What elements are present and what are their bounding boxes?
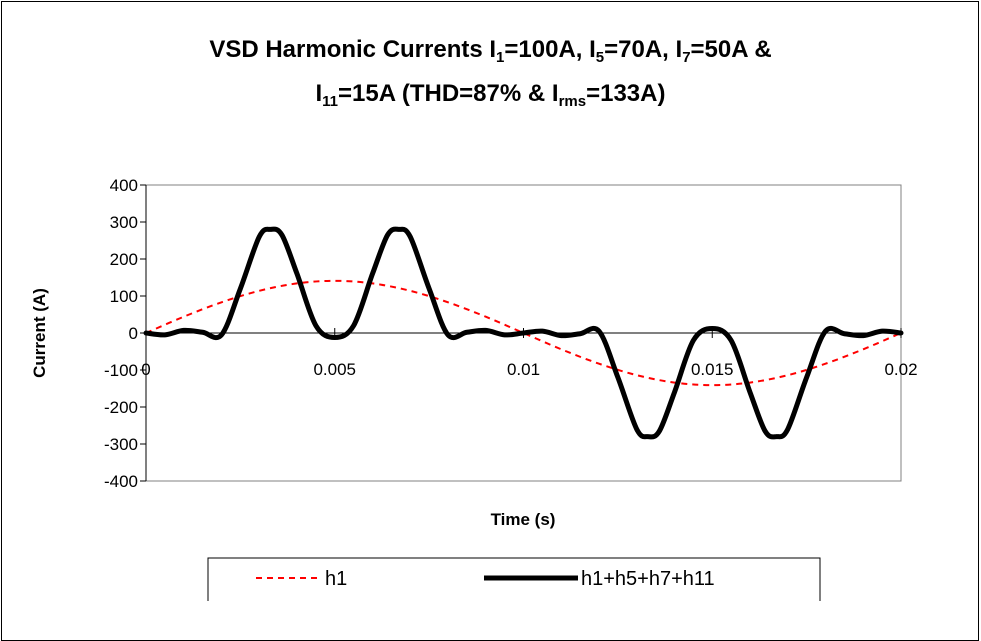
y-tick-label: -300 <box>104 435 138 454</box>
y-axis-title: Current (A) <box>30 288 49 378</box>
series-line-h1-h5-h7-h11 <box>143 226 904 440</box>
y-tick-label: -200 <box>104 398 138 417</box>
chart-title-part: =15A (THD=87% & I <box>338 80 559 107</box>
x-tick-label: 0 <box>141 360 150 379</box>
chart-title-part: VSD Harmonic Currents I <box>209 36 497 63</box>
chart-title-part: 7 <box>682 49 691 66</box>
chart-title-part: =50A & <box>690 36 772 63</box>
x-tick-label: 0.02 <box>884 360 917 379</box>
chart-title-part: rms <box>558 93 587 110</box>
legend-label-h1: h1 <box>325 568 347 590</box>
chart-title-part: 1 <box>496 49 505 66</box>
chart-title-part: =133A) <box>586 80 666 107</box>
y-tick-label: 300 <box>110 213 138 232</box>
series-layer <box>143 226 904 440</box>
chart-title-part: 11 <box>322 93 339 110</box>
y-tick-label: 200 <box>110 250 138 269</box>
chart-title-part: 5 <box>595 49 605 66</box>
x-tick-label: 0.005 <box>313 360 356 379</box>
x-tick-label: 0.01 <box>507 360 540 379</box>
y-tick-label: -400 <box>104 472 138 491</box>
y-tick-label: 100 <box>110 287 138 306</box>
y-tick-label: -100 <box>104 361 138 380</box>
legend: h1 h1+h5+h7+h11 <box>207 557 821 601</box>
chart-title-line-1: VSD Harmonic Currents I1=100A, I5=70A, I… <box>0 28 981 72</box>
x-axis-title: Time (s) <box>491 510 556 529</box>
x-tick-label: 0.015 <box>691 360 734 379</box>
legend-label-h1-h5-h7-h11: h1+h5+h7+h11 <box>581 568 715 590</box>
chart-title-part: =100A, I <box>504 36 596 63</box>
chart-title-line-2: I11=15A (THD=87% & Irms=133A) <box>0 72 981 116</box>
chart-title-part: I <box>315 80 323 107</box>
chart-title: VSD Harmonic Currents I1=100A, I5=70A, I… <box>0 28 981 116</box>
y-tick-label: 0 <box>129 324 138 343</box>
series-line-h1 <box>145 279 902 387</box>
y-tick-label: 400 <box>110 176 138 195</box>
chart-title-part: =70A, I <box>604 36 683 63</box>
